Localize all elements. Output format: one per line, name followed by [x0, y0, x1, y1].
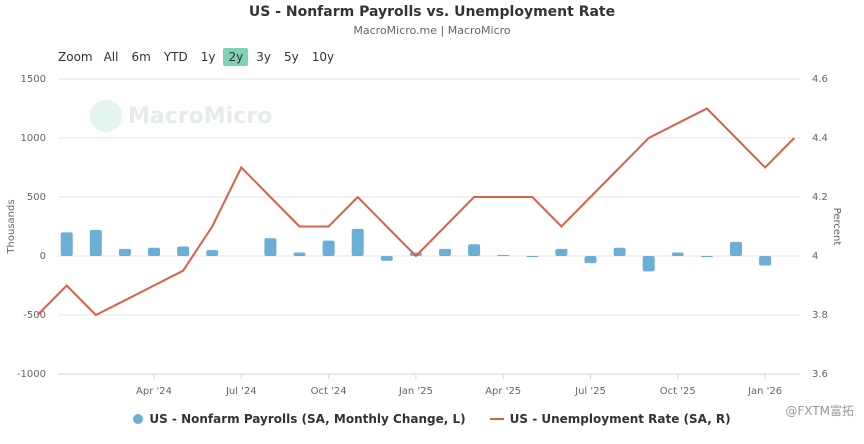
- watermark-text: MacroMicro: [128, 103, 273, 129]
- payroll-bar: [60, 232, 73, 256]
- payroll-bar: [671, 252, 684, 256]
- zoom-controls: Zoom All 6m YTD 1y 2y 3y 5y 10y: [58, 48, 342, 66]
- range-button-1y[interactable]: 1y: [200, 50, 216, 64]
- macromicro-logo-icon: [90, 100, 122, 132]
- x-tick-label: Apr '24: [136, 386, 172, 397]
- y-right-tick-label: 4.6: [812, 74, 828, 85]
- payroll-bar: [351, 228, 364, 256]
- x-tick-label: Jul '24: [225, 386, 257, 397]
- x-tick-label: Oct '25: [660, 386, 696, 397]
- y-left-tick-label: -1000: [17, 369, 46, 380]
- payroll-bar: [729, 241, 742, 256]
- range-button-3y[interactable]: 3y: [256, 50, 271, 64]
- payroll-bar: [642, 256, 655, 272]
- bar-series-swatch-icon: [133, 414, 144, 424]
- chart-subtitle: MacroMicro.me | MacroMicro: [353, 24, 511, 37]
- payroll-bar: [759, 256, 772, 266]
- range-button-ytd[interactable]: YTD: [163, 50, 188, 64]
- y-left-tick-label: 1500: [21, 74, 46, 85]
- y-right-axis-title: Percent: [831, 208, 842, 246]
- payroll-bar: [700, 256, 713, 258]
- payroll-bar: [613, 247, 626, 256]
- range-button-2y[interactable]: 2y: [223, 48, 249, 66]
- payroll-bar: [380, 256, 393, 261]
- x-tick-label: Oct '24: [311, 386, 347, 397]
- range-button-group: All 6m YTD 1y 2y 3y 5y 10y: [99, 48, 343, 66]
- payroll-bar: [526, 256, 539, 258]
- payroll-bar: [555, 248, 568, 256]
- y-right-tick-label: 3.8: [812, 310, 828, 321]
- range-button-6m[interactable]: 6m: [131, 50, 151, 64]
- watermark: MacroMicro: [90, 100, 272, 132]
- payroll-bar: [89, 230, 102, 256]
- legend-item-payrolls[interactable]: US - Nonfarm Payrolls (SA, Monthly Chang…: [133, 412, 466, 426]
- y-left-tick-label: 0: [40, 251, 46, 262]
- legend-item-unemployment[interactable]: US - Unemployment Rate (SA, R): [489, 412, 731, 426]
- payroll-bar: [497, 254, 510, 256]
- payroll-bar: [439, 248, 452, 256]
- range-button-10y[interactable]: 10y: [311, 50, 335, 64]
- zoom-label: Zoom: [58, 50, 93, 64]
- y-right-tick-label: 4.2: [812, 192, 828, 203]
- payroll-bar: [264, 238, 277, 256]
- y-right-tick-label: 4.4: [812, 133, 828, 144]
- y-right-tick-label: 3.6: [812, 369, 828, 380]
- y-right-tick-label: 4: [812, 251, 818, 262]
- x-tick-label: Jan '26: [747, 386, 782, 397]
- range-button-all[interactable]: All: [103, 50, 119, 64]
- y-left-tick-label: 500: [27, 192, 46, 203]
- legend-label-payrolls: US - Nonfarm Payrolls (SA, Monthly Chang…: [149, 412, 466, 426]
- chart-title: US - Nonfarm Payrolls vs. Unemployment R…: [248, 4, 616, 20]
- line-series-swatch-icon: [489, 418, 504, 420]
- payroll-bar: [584, 256, 597, 264]
- payroll-bar: [468, 244, 481, 256]
- range-button-5y[interactable]: 5y: [283, 50, 299, 64]
- unemployment-line: [36, 107, 795, 317]
- x-tick-label: Apr '25: [485, 386, 521, 397]
- payroll-bar: [322, 240, 335, 256]
- legend: US - Nonfarm Payrolls (SA, Monthly Chang…: [0, 412, 864, 426]
- x-tick-label: Jan '25: [398, 386, 433, 397]
- payroll-bar: [148, 247, 161, 256]
- corner-watermark: @FXTM富拓: [785, 404, 854, 418]
- payroll-bar: [118, 248, 131, 256]
- x-tick-label: Jul '25: [574, 386, 606, 397]
- payroll-bar: [177, 246, 190, 256]
- y-left-tick-label: 1000: [21, 133, 46, 144]
- y-left-axis-title: Thousands: [6, 199, 17, 254]
- payroll-bar: [293, 252, 306, 256]
- payroll-bar: [206, 250, 219, 256]
- y-left-tick-label: -500: [23, 310, 46, 321]
- legend-label-unemployment: US - Unemployment Rate (SA, R): [509, 412, 731, 426]
